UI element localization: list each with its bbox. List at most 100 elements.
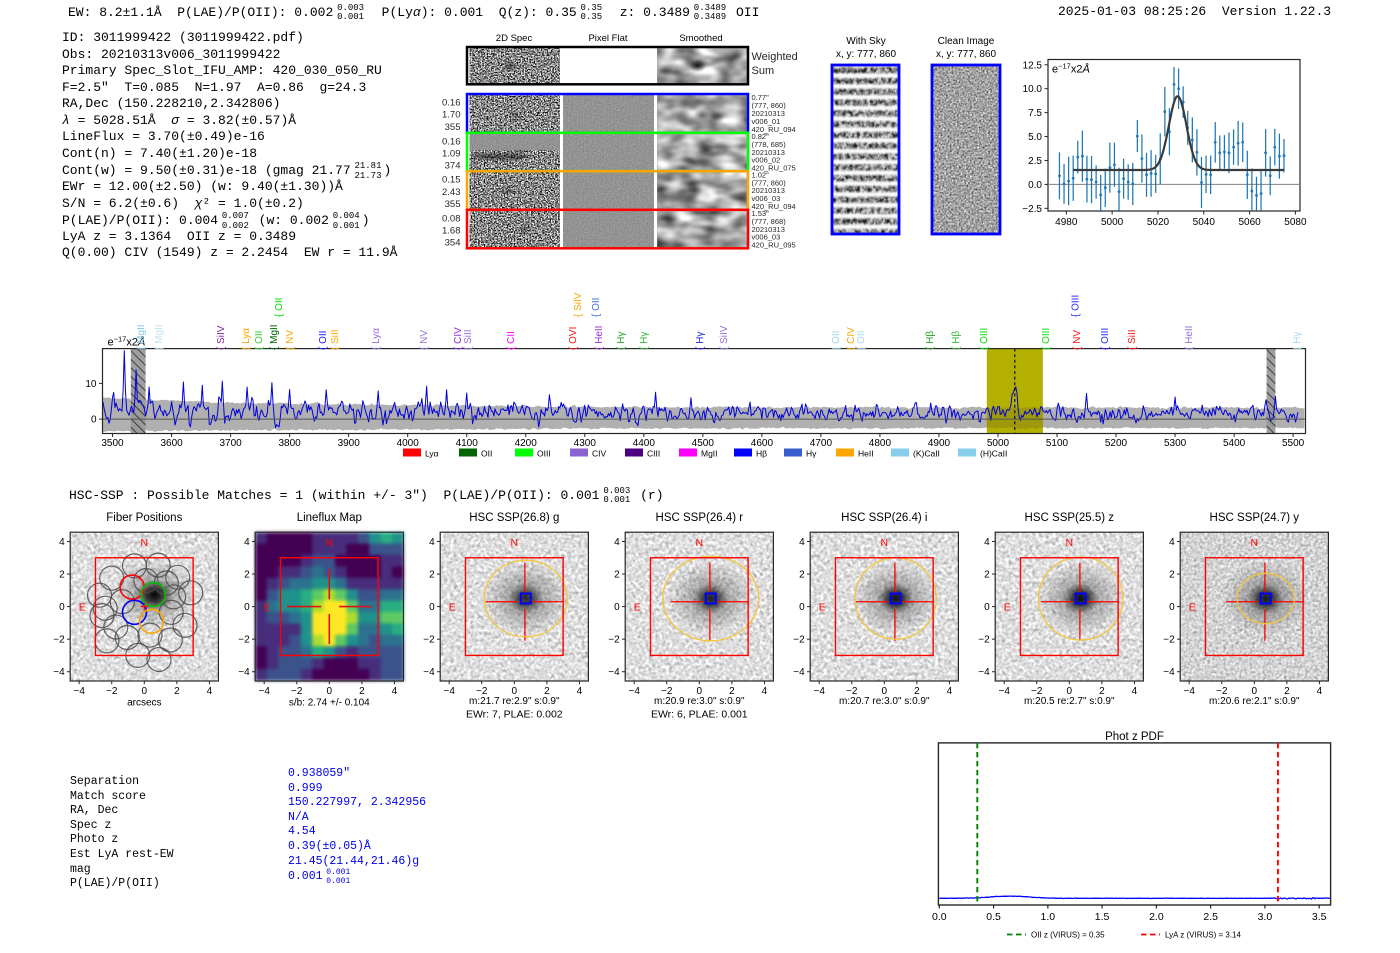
svg-text:v006_01: v006_01	[752, 117, 781, 126]
svg-text:Weighted: Weighted	[752, 51, 798, 63]
svg-text:354: 354	[445, 238, 461, 249]
svg-text:12.5: 12.5	[1023, 60, 1043, 71]
svg-text:0: 0	[697, 686, 703, 697]
svg-text:N: N	[326, 537, 334, 549]
svg-text:2: 2	[59, 570, 65, 581]
svg-text:−2.5: −2.5	[1022, 204, 1042, 215]
svg-text:{ SiIV: { SiIV	[573, 292, 584, 317]
svg-text:−2: −2	[1216, 686, 1228, 697]
svg-text:−2: −2	[476, 686, 488, 697]
svg-text:355: 355	[445, 122, 461, 133]
svg-text:HSC SSP(26.8) g: HSC SSP(26.8) g	[469, 512, 559, 524]
svg-text:CIII: CIII	[647, 449, 660, 459]
svg-text:N: N	[1251, 537, 1259, 549]
svg-text:{ OIII: { OIII	[1041, 328, 1052, 350]
svg-text:E: E	[449, 602, 456, 614]
svg-text:{ SiIV: { SiIV	[719, 325, 730, 350]
svg-text:5000: 5000	[987, 438, 1010, 449]
svg-text:4900: 4900	[928, 438, 951, 449]
svg-text:m:20.9 re:3.0" s:0.9": m:20.9 re:3.0" s:0.9"	[654, 696, 745, 707]
svg-text:4: 4	[392, 686, 398, 697]
svg-text:{ NV: { NV	[419, 330, 430, 350]
svg-text:0.16: 0.16	[442, 136, 461, 147]
svg-text:5500: 5500	[1282, 438, 1305, 449]
svg-text:0: 0	[327, 686, 333, 697]
svg-text:−2: −2	[291, 686, 303, 697]
svg-text:7.5: 7.5	[1028, 108, 1042, 119]
svg-text:5040: 5040	[1193, 217, 1216, 228]
svg-text:−4: −4	[258, 686, 270, 697]
svg-text:3600: 3600	[160, 438, 183, 449]
svg-text:355: 355	[445, 199, 461, 210]
svg-text:4: 4	[1132, 686, 1138, 697]
svg-text:{ MgII: { MgII	[269, 324, 280, 350]
svg-text:(778, 685): (778, 685)	[752, 140, 787, 149]
svg-text:v006_03: v006_03	[752, 233, 781, 242]
svg-text:E: E	[264, 602, 271, 614]
svg-text:With Sky: With Sky	[846, 36, 885, 47]
svg-text:4800: 4800	[869, 438, 892, 449]
svg-text:m:20.7 re:3.0" s:0.9": m:20.7 re:3.0" s:0.9"	[839, 696, 930, 707]
svg-text:5300: 5300	[1164, 438, 1187, 449]
svg-text:{ OII: { OII	[254, 331, 265, 350]
svg-text:0: 0	[429, 602, 435, 613]
svg-text:0: 0	[512, 686, 518, 697]
svg-text:HSC SSP(26.4) r: HSC SSP(26.4) r	[656, 512, 744, 524]
svg-text:1.5: 1.5	[1095, 911, 1110, 923]
svg-text:20210313: 20210313	[752, 148, 785, 157]
svg-text:1.0: 1.0	[1040, 911, 1055, 923]
svg-text:E: E	[634, 602, 641, 614]
svg-text:OIII: OIII	[537, 449, 551, 459]
svg-text:{ CIV: { CIV	[453, 327, 464, 350]
svg-text:2.0: 2.0	[1149, 911, 1164, 923]
svg-text:{ HeII: { HeII	[1184, 326, 1195, 350]
svg-text:HSC SSP(25.5) z: HSC SSP(25.5) z	[1025, 512, 1115, 524]
svg-text:2D Spec: 2D Spec	[496, 33, 533, 44]
svg-text:5000: 5000	[1101, 217, 1124, 228]
svg-text:EWr: 7, PLAE: 0.002: EWr: 7, PLAE: 0.002	[466, 709, 563, 721]
svg-text:Fiber Positions: Fiber Positions	[106, 512, 182, 524]
svg-text:x, y: 777, 860: x, y: 777, 860	[936, 49, 996, 60]
svg-text:x, y: 777, 860: x, y: 777, 860	[836, 49, 896, 60]
svg-text:2: 2	[1169, 570, 1175, 581]
svg-text:4200: 4200	[515, 438, 538, 449]
svg-text:{ OII: { OII	[318, 331, 329, 350]
svg-text:4300: 4300	[574, 438, 597, 449]
svg-text:3.0: 3.0	[1258, 911, 1273, 923]
svg-text:5100: 5100	[1046, 438, 1069, 449]
svg-text:4600: 4600	[751, 438, 774, 449]
svg-text:Pixel Flat: Pixel Flat	[588, 33, 627, 44]
svg-text:2.5: 2.5	[1028, 156, 1042, 167]
svg-text:{ Hγ: { Hγ	[695, 332, 706, 350]
svg-text:4: 4	[429, 537, 435, 548]
svg-text:Phot z PDF: Phot z PDF	[1105, 731, 1164, 743]
svg-text:−4: −4	[813, 686, 825, 697]
svg-text:arcsecs: arcsecs	[127, 698, 161, 709]
svg-text:2: 2	[429, 570, 435, 581]
svg-text:5080: 5080	[1284, 217, 1307, 228]
svg-text:0: 0	[59, 602, 65, 613]
svg-text:{ OIII: { OIII	[1100, 328, 1111, 350]
svg-text:0: 0	[244, 602, 250, 613]
svg-text:4980: 4980	[1055, 217, 1078, 228]
svg-text:N: N	[1066, 537, 1074, 549]
svg-text:−2: −2	[238, 635, 250, 646]
svg-text:−2: −2	[106, 686, 118, 697]
svg-text:N: N	[881, 537, 889, 549]
svg-text:3.5: 3.5	[1312, 911, 1327, 923]
svg-text:−2: −2	[978, 635, 990, 646]
svg-text:−4: −4	[443, 686, 455, 697]
svg-text:−4: −4	[73, 686, 85, 697]
svg-text:{ MgII: { MgII	[136, 324, 147, 350]
svg-text:HSC SSP(24.7) y: HSC SSP(24.7) y	[1210, 512, 1300, 524]
svg-text:{ OII: { OII	[831, 331, 842, 350]
svg-text:20210313: 20210313	[752, 109, 785, 118]
svg-text:N: N	[696, 537, 704, 549]
svg-text:−2: −2	[608, 635, 620, 646]
svg-text:0.08: 0.08	[442, 213, 461, 224]
svg-text:3700: 3700	[219, 438, 242, 449]
svg-text:s/b: 2.74 +/- 0.104: s/b: 2.74 +/- 0.104	[289, 698, 370, 709]
svg-text:4700: 4700	[810, 438, 833, 449]
svg-text:2: 2	[359, 686, 365, 697]
svg-text:v006_03: v006_03	[752, 194, 781, 203]
